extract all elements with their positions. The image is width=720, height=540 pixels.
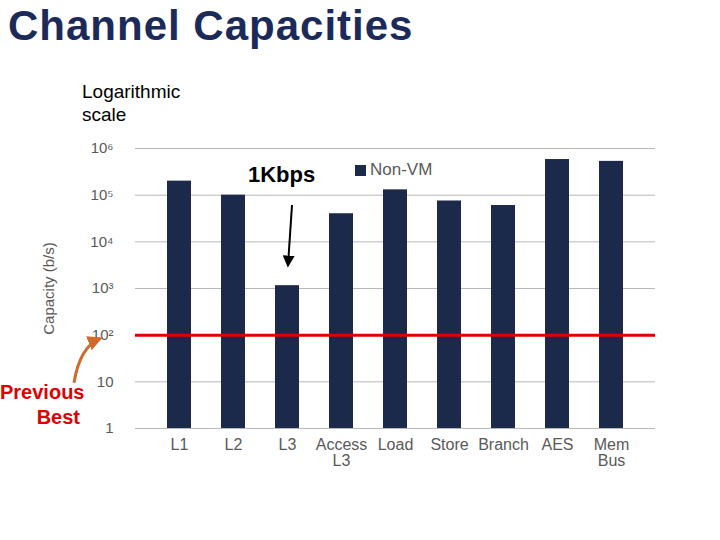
html-text:Non-VM: Non-VM	[370, 160, 433, 179]
svg-text:Capacity (b/s): Capacity (b/s)	[40, 242, 57, 335]
svg-text:10³: 10³	[92, 279, 114, 296]
svg-text:10²: 10²	[92, 326, 114, 343]
svg-text:AES: AES	[541, 436, 573, 453]
html-text:Logarithmic scale: Logarithmic scale	[82, 81, 181, 125]
html-text:1Kbps: 1Kbps	[248, 162, 316, 187]
svg-text:AccessL3: AccessL3	[316, 436, 368, 469]
svg-text:MemBus: MemBus	[594, 436, 630, 469]
html-text:Channel Capacities: Channel Capacities	[8, 2, 414, 49]
svg-text:10⁶: 10⁶	[91, 139, 114, 156]
svg-text:10⁵: 10⁵	[91, 186, 114, 203]
html-text:Previous Best: Previous Best	[0, 381, 85, 428]
svg-text:L1: L1	[171, 436, 189, 453]
svg-text:L3: L3	[279, 436, 297, 453]
svg-text:Branch: Branch	[478, 436, 529, 453]
svg-text:10⁴: 10⁴	[90, 233, 113, 250]
svg-text:L2: L2	[225, 436, 243, 453]
svg-text:10: 10	[97, 373, 114, 390]
svg-text:Load: Load	[378, 436, 414, 453]
svg-text:Store: Store	[430, 436, 468, 453]
svg-text:1: 1	[105, 419, 113, 436]
